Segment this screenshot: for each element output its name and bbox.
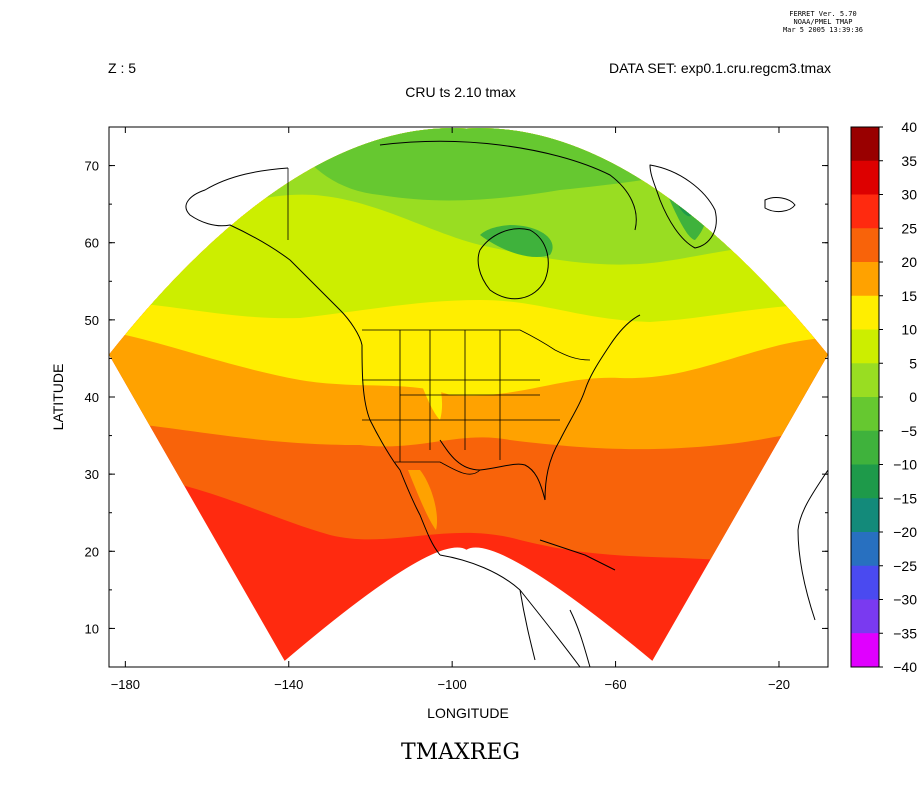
y-tick-label: 30	[85, 467, 99, 482]
colorbar-label: 25	[901, 220, 917, 236]
coast-alaska	[185, 167, 363, 346]
colorbar-swatch	[851, 228, 879, 263]
colorbar-label: −20	[893, 524, 917, 540]
colorbar-label: 15	[901, 288, 917, 304]
stamp-line-3: Mar 5 2005 13:39:36	[782, 26, 864, 34]
coast-iceland	[764, 197, 796, 213]
colorbar-label: −40	[893, 659, 917, 675]
y-axis: 10 20 30 40 50 60 70	[85, 126, 828, 668]
stamp-line-1: FERRET Ver. 5.70	[789, 10, 857, 18]
colorbar-label: −5	[901, 423, 917, 439]
coast-hudson	[477, 228, 549, 300]
mountain-cool-1	[410, 355, 443, 420]
y-tick-label: 70	[85, 159, 99, 174]
state-grid	[362, 330, 560, 462]
colorbar-label: −10	[893, 457, 917, 473]
us-mexico-border	[395, 461, 481, 475]
plot-subtitle: CRU ts 2.10 tmax	[405, 84, 516, 100]
colorbar-label: −25	[893, 558, 917, 574]
x-axis: −180 −140 −100 −60 −20	[111, 127, 790, 692]
colorbar-swatch	[851, 127, 879, 162]
colorbar-swatch	[851, 160, 879, 195]
coast-central-america	[519, 589, 591, 667]
colorbar-label: −15	[893, 490, 917, 506]
colorbar: 40 35 30 25 20 15 10 5 0 −5 −10 −15 −20 −25 −30 −35 −40	[850, 119, 917, 675]
x-tick-label: −180	[111, 677, 140, 692]
y-tick-label: 40	[85, 390, 99, 405]
colorbar-label: 20	[901, 254, 917, 270]
colorbar-swatch	[851, 498, 879, 533]
colorbar-swatch	[851, 194, 879, 229]
colorbar-swatch	[851, 565, 879, 600]
x-tick-label: −60	[605, 677, 627, 692]
colorbar-swatch	[851, 633, 879, 667]
coastlines	[185, 140, 828, 667]
us-canada-border	[362, 329, 591, 361]
y-tick-label: 50	[85, 313, 99, 328]
coast-arctic	[379, 140, 637, 231]
colorbar-label: 35	[901, 153, 917, 169]
colorbar-swatch	[851, 464, 879, 499]
colorbar-swatch	[851, 599, 879, 634]
coast-west	[361, 344, 441, 556]
y-tick-label: 20	[85, 544, 99, 559]
x-tick-label: −100	[438, 677, 467, 692]
band-0-5	[280, 128, 828, 201]
coast-caribbean	[539, 539, 616, 571]
x-tick-label: −20	[768, 677, 790, 692]
colorbar-label: 40	[901, 119, 917, 135]
colorbar-label: 5	[909, 355, 917, 371]
variable-title: TMAXREG	[401, 740, 520, 765]
coast-africa	[797, 469, 828, 621]
ferret-stamp: FERRET Ver. 5.70 NOAA/PMEL TMAP Mar 5 20…	[768, 10, 878, 34]
colorbar-label: 10	[901, 322, 917, 338]
colorbar-swatch	[851, 262, 879, 297]
x-axis-label: LONGITUDE	[427, 705, 509, 721]
x-tick-label: −140	[274, 677, 303, 692]
colorbar-swatch	[851, 329, 879, 364]
mountain-cool-2	[408, 470, 438, 530]
coast-greenland	[649, 164, 717, 249]
stamp-line-2: NOAA/PMEL TMAP	[793, 18, 853, 26]
colorbar-swatch	[851, 532, 879, 567]
y-tick-label: 10	[85, 621, 99, 636]
colorbar-swatch	[851, 397, 879, 432]
colorbar-label: −35	[893, 625, 917, 641]
state-borders	[287, 168, 591, 475]
colorbar-label: −30	[893, 592, 917, 608]
colorbar-swatch	[851, 363, 879, 398]
colorbar-label: 0	[909, 389, 917, 405]
y-tick-label: 60	[85, 236, 99, 251]
colorbar-swatch	[851, 295, 879, 330]
coast-east	[544, 314, 641, 501]
z-level-label: Z : 5	[108, 60, 137, 76]
dataset-label: DATA SET: exp0.1.cru.regcm3.tmax	[608, 60, 831, 76]
colorbar-swatch	[851, 430, 879, 465]
y-axis-label: LATITUDE	[50, 364, 66, 431]
colorbar-label: 30	[901, 187, 917, 203]
coast-gulf	[439, 439, 546, 501]
